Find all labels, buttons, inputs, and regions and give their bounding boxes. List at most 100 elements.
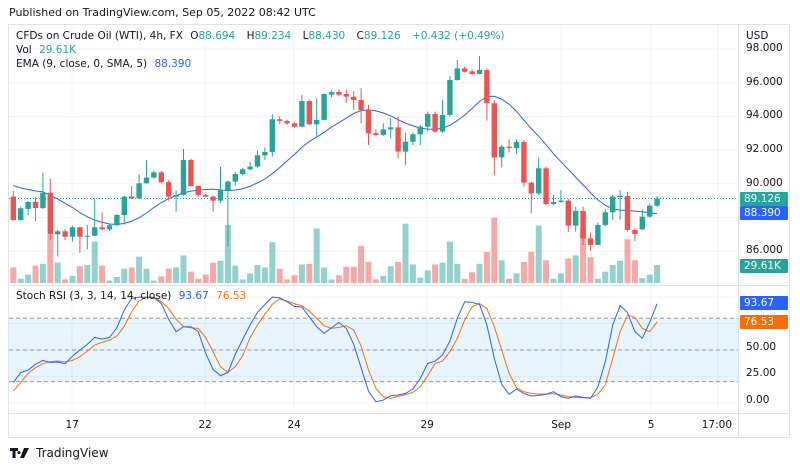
candle-body	[284, 120, 290, 124]
price-tick-label: 96.000	[746, 75, 783, 88]
volume-bar	[469, 272, 476, 283]
ema-price-tag: 88.390	[740, 206, 788, 220]
candle-body	[269, 119, 275, 152]
candle-body	[321, 93, 327, 120]
candle-body	[40, 192, 46, 209]
open-label: O	[190, 30, 199, 42]
footer-logo[interactable]: TradingView	[10, 446, 109, 460]
volume-bar	[476, 263, 483, 283]
candle-body	[136, 183, 142, 199]
candle-body	[173, 194, 179, 197]
volume-bar	[439, 262, 446, 283]
ema-legend: EMA (9, close, 0, SMA, 5) 88.390	[16, 58, 195, 70]
time-tick-label: 24	[287, 419, 301, 431]
volume-bar	[62, 279, 69, 283]
candle-body	[166, 182, 172, 197]
volume-bar	[624, 239, 631, 283]
candle-body	[417, 126, 423, 135]
candle-body	[469, 71, 475, 74]
volume-bar	[587, 257, 594, 283]
volume-bar	[269, 242, 276, 283]
volume-bar	[580, 227, 587, 283]
last-price-tag: 89.126	[740, 192, 788, 206]
candle-body	[558, 200, 564, 202]
volume-bar	[150, 280, 157, 283]
candle-body	[10, 196, 16, 221]
volume-bar	[520, 262, 527, 283]
volume-bar	[602, 271, 609, 283]
high-label: H	[246, 30, 255, 42]
candle-body	[573, 210, 579, 226]
volume-bar	[550, 278, 557, 283]
open-value: 88.694	[198, 30, 236, 42]
candle-body	[77, 227, 83, 237]
candle-body	[624, 195, 631, 230]
volume-bar	[446, 241, 453, 283]
low-value: 88.430	[308, 30, 346, 42]
volume-bar	[291, 275, 298, 283]
candle-body	[195, 185, 201, 195]
volume-bar	[47, 235, 54, 283]
candle-body	[388, 127, 394, 130]
candle-body	[410, 134, 416, 142]
candle-body	[32, 201, 39, 209]
volume-bar	[32, 265, 39, 283]
volume-bar	[409, 264, 416, 283]
volume-bar	[54, 262, 61, 283]
candle-body	[343, 93, 349, 97]
candle-body	[439, 115, 446, 132]
symbol-title: CFDs on Crude Oil (WTI), 4h, FX	[16, 30, 183, 42]
candle-body	[210, 196, 216, 201]
volume-bar	[646, 274, 653, 283]
volume-bar	[232, 265, 239, 283]
candle-body	[232, 174, 238, 182]
time-tick-label: 5	[647, 419, 655, 431]
candle-body	[114, 214, 120, 226]
volume-bar	[254, 265, 261, 283]
volume-bar	[557, 273, 564, 283]
candle-body	[328, 91, 335, 95]
volume-bar	[99, 265, 106, 283]
candle-body	[25, 201, 31, 209]
candle-body	[499, 146, 505, 158]
price-tick-label: 90.000	[746, 176, 783, 189]
candle-body	[188, 160, 194, 186]
candle-body	[595, 224, 601, 245]
volume-bar	[498, 260, 505, 283]
low-label: L	[302, 30, 309, 42]
volume-bar	[594, 278, 601, 283]
volume-bar	[631, 260, 638, 283]
volume-bar	[506, 278, 513, 283]
symbol-legend: CFDs on Crude Oil (WTI), 4h, FX O88.694 …	[16, 30, 509, 42]
candle-body	[217, 190, 224, 201]
candle-body	[151, 172, 157, 178]
volume-bar	[239, 279, 246, 283]
volume-bar	[454, 263, 461, 283]
candle-body	[380, 129, 386, 135]
volume-bar	[350, 266, 357, 283]
volume-bar	[321, 267, 328, 283]
volume-label: Vol	[16, 44, 32, 56]
volume-legend: Vol 29.61K	[16, 44, 80, 56]
time-tick-label: 22	[198, 419, 212, 431]
volume-bar	[543, 260, 550, 283]
candle-body	[143, 177, 150, 184]
stoch-k-tag: 93.67	[740, 296, 788, 310]
volume-value: 29.61K	[39, 44, 77, 56]
volume-bar	[609, 265, 616, 283]
volume-bar	[173, 267, 180, 283]
volume-bar	[91, 241, 98, 283]
volume-bar	[328, 279, 335, 283]
candle-body	[484, 70, 490, 104]
stoch-k-line	[12, 296, 658, 403]
volume-bar	[261, 267, 268, 283]
volume-bar	[358, 245, 365, 283]
volume-bar	[343, 266, 350, 283]
candle-body	[462, 68, 468, 72]
volume-bar	[365, 262, 372, 283]
stoch-d-line	[12, 296, 658, 399]
stoch-tick-label: 50.00	[746, 340, 777, 353]
volume-bar	[136, 256, 143, 283]
candle-body	[336, 91, 342, 95]
